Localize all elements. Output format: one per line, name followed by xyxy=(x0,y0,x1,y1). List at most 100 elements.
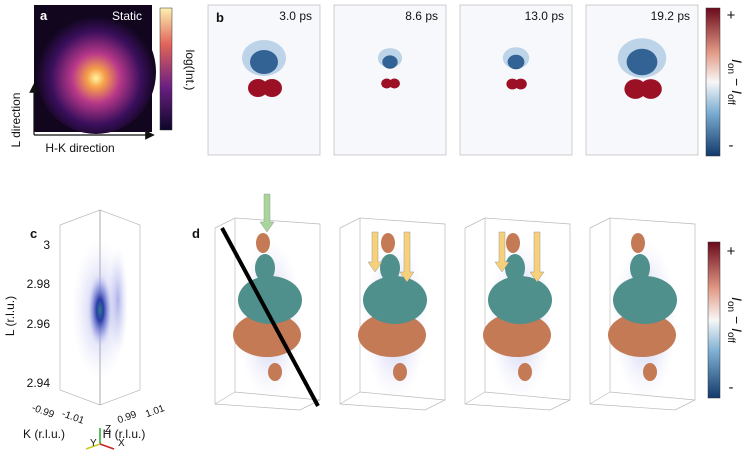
negative-isosurface xyxy=(505,254,525,282)
negative-lobe xyxy=(250,50,278,74)
pointer-arrow xyxy=(529,231,545,283)
k-tick-label: -0.99 xyxy=(30,403,56,421)
positive-lobe xyxy=(248,79,268,97)
k-tick-label: -1.01 xyxy=(60,409,86,427)
axis-label: H (r.l.u.) xyxy=(103,427,146,441)
axis-label: H-K direction xyxy=(45,141,114,155)
positive-lobe xyxy=(262,79,282,97)
label-part: I xyxy=(729,297,745,301)
time-label: 19.2 ps xyxy=(651,9,690,23)
axes-glyph: Z Y X xyxy=(85,424,125,450)
positive-lobe xyxy=(624,79,647,99)
positive-isosurface xyxy=(608,313,676,357)
negative-lobe xyxy=(507,54,525,70)
static-blob xyxy=(36,10,156,134)
l-tick-label: 3 xyxy=(43,238,50,252)
axis-y xyxy=(85,443,101,450)
box-frame xyxy=(214,217,321,411)
intensity-haze xyxy=(108,245,128,355)
l-tick-label: 2.94 xyxy=(27,376,51,390)
colorbar-plus: + xyxy=(727,7,736,24)
difference-map xyxy=(207,4,321,156)
l-tick-label: 2.96 xyxy=(27,317,51,331)
panel-letter: b xyxy=(216,10,224,25)
time-label: 13.0 ps xyxy=(525,9,564,23)
panel-letter: a xyxy=(40,8,48,23)
cut-plane xyxy=(220,227,320,407)
box-frame xyxy=(339,217,446,411)
time-label: 3.0 ps xyxy=(279,9,312,23)
negative-halo xyxy=(377,48,403,68)
colorbar xyxy=(705,7,721,157)
difference-map xyxy=(585,4,699,156)
negative-lobe xyxy=(382,55,398,69)
positive-isosurface xyxy=(506,233,520,253)
colorbar-label: log(Int.) xyxy=(183,50,197,91)
colorbar-label: Ion − Ioff xyxy=(725,297,745,343)
axis-label: L (r.l.u.) xyxy=(3,296,17,336)
pointer-arrow xyxy=(399,231,415,283)
negative-isosurface xyxy=(255,254,275,282)
axis-label: K (r.l.u.) xyxy=(23,427,65,441)
box-frame xyxy=(464,217,571,411)
positive-isosurface xyxy=(643,363,657,381)
axis-label: L direction xyxy=(9,93,23,148)
negative-halo xyxy=(502,47,530,69)
colorbar-plus: + xyxy=(727,243,736,260)
negative-isosurface xyxy=(363,276,427,324)
positive-isosurface xyxy=(631,233,645,253)
positive-isosurface xyxy=(393,363,407,381)
colorbar-minus: - xyxy=(729,137,734,154)
l-tick-label: 2.98 xyxy=(27,277,51,291)
pointer-arrow xyxy=(367,231,383,273)
panel-c xyxy=(59,209,141,406)
axis-x xyxy=(99,443,115,450)
pointer-arrow xyxy=(494,231,510,273)
positive-isosurface xyxy=(358,313,426,357)
colorbar xyxy=(707,241,721,399)
positive-isosurface xyxy=(483,313,551,357)
panel-b: 3.0 ps 8.6 ps 13.0 ps 19.2 ps xyxy=(207,4,699,156)
panel-letter: c xyxy=(30,226,37,241)
static-tag: Static xyxy=(112,9,142,23)
label-part: − xyxy=(729,74,745,90)
positive-lobe xyxy=(639,79,662,99)
positive-isosurface xyxy=(518,363,532,381)
h-tick-label: 1.01 xyxy=(144,403,166,420)
positive-isosurface xyxy=(256,233,270,253)
axis-glyph-label: Y xyxy=(90,438,97,449)
axis-glyph-label: Z xyxy=(105,424,111,435)
label-part: − xyxy=(729,312,745,328)
box-frame xyxy=(589,217,696,411)
negative-isosurface xyxy=(488,276,552,324)
negative-lobe xyxy=(626,48,658,76)
label-part: I xyxy=(729,90,745,94)
colorbar xyxy=(159,7,173,131)
positive-lobe xyxy=(388,78,400,89)
positive-isosurface xyxy=(268,363,282,381)
label-part: on xyxy=(725,63,736,74)
positive-lobe xyxy=(381,78,393,89)
positive-isosurface xyxy=(381,233,395,253)
label-part: I xyxy=(729,59,745,63)
label-part: off xyxy=(725,332,736,343)
panel-letter: d xyxy=(192,226,200,241)
time-label: 8.6 ps xyxy=(405,9,438,23)
negative-isosurface xyxy=(613,276,677,324)
panel-d xyxy=(214,193,696,411)
intensity-blob xyxy=(88,274,112,346)
negative-isosurface xyxy=(380,254,400,282)
positive-lobe xyxy=(514,78,527,90)
positive-lobe xyxy=(506,78,519,90)
colorbar-label: Ion − Ioff xyxy=(725,59,745,105)
negative-isosurface xyxy=(630,254,650,282)
label-part: I xyxy=(729,328,745,332)
colorbar-minus: - xyxy=(729,379,734,396)
axis-glyph-label: X xyxy=(118,438,125,449)
pointer-arrow xyxy=(259,193,275,233)
label-part: off xyxy=(725,94,736,105)
negative-halo xyxy=(242,40,286,76)
h-tick-label: 0.99 xyxy=(116,409,138,426)
negative-halo xyxy=(617,38,667,78)
